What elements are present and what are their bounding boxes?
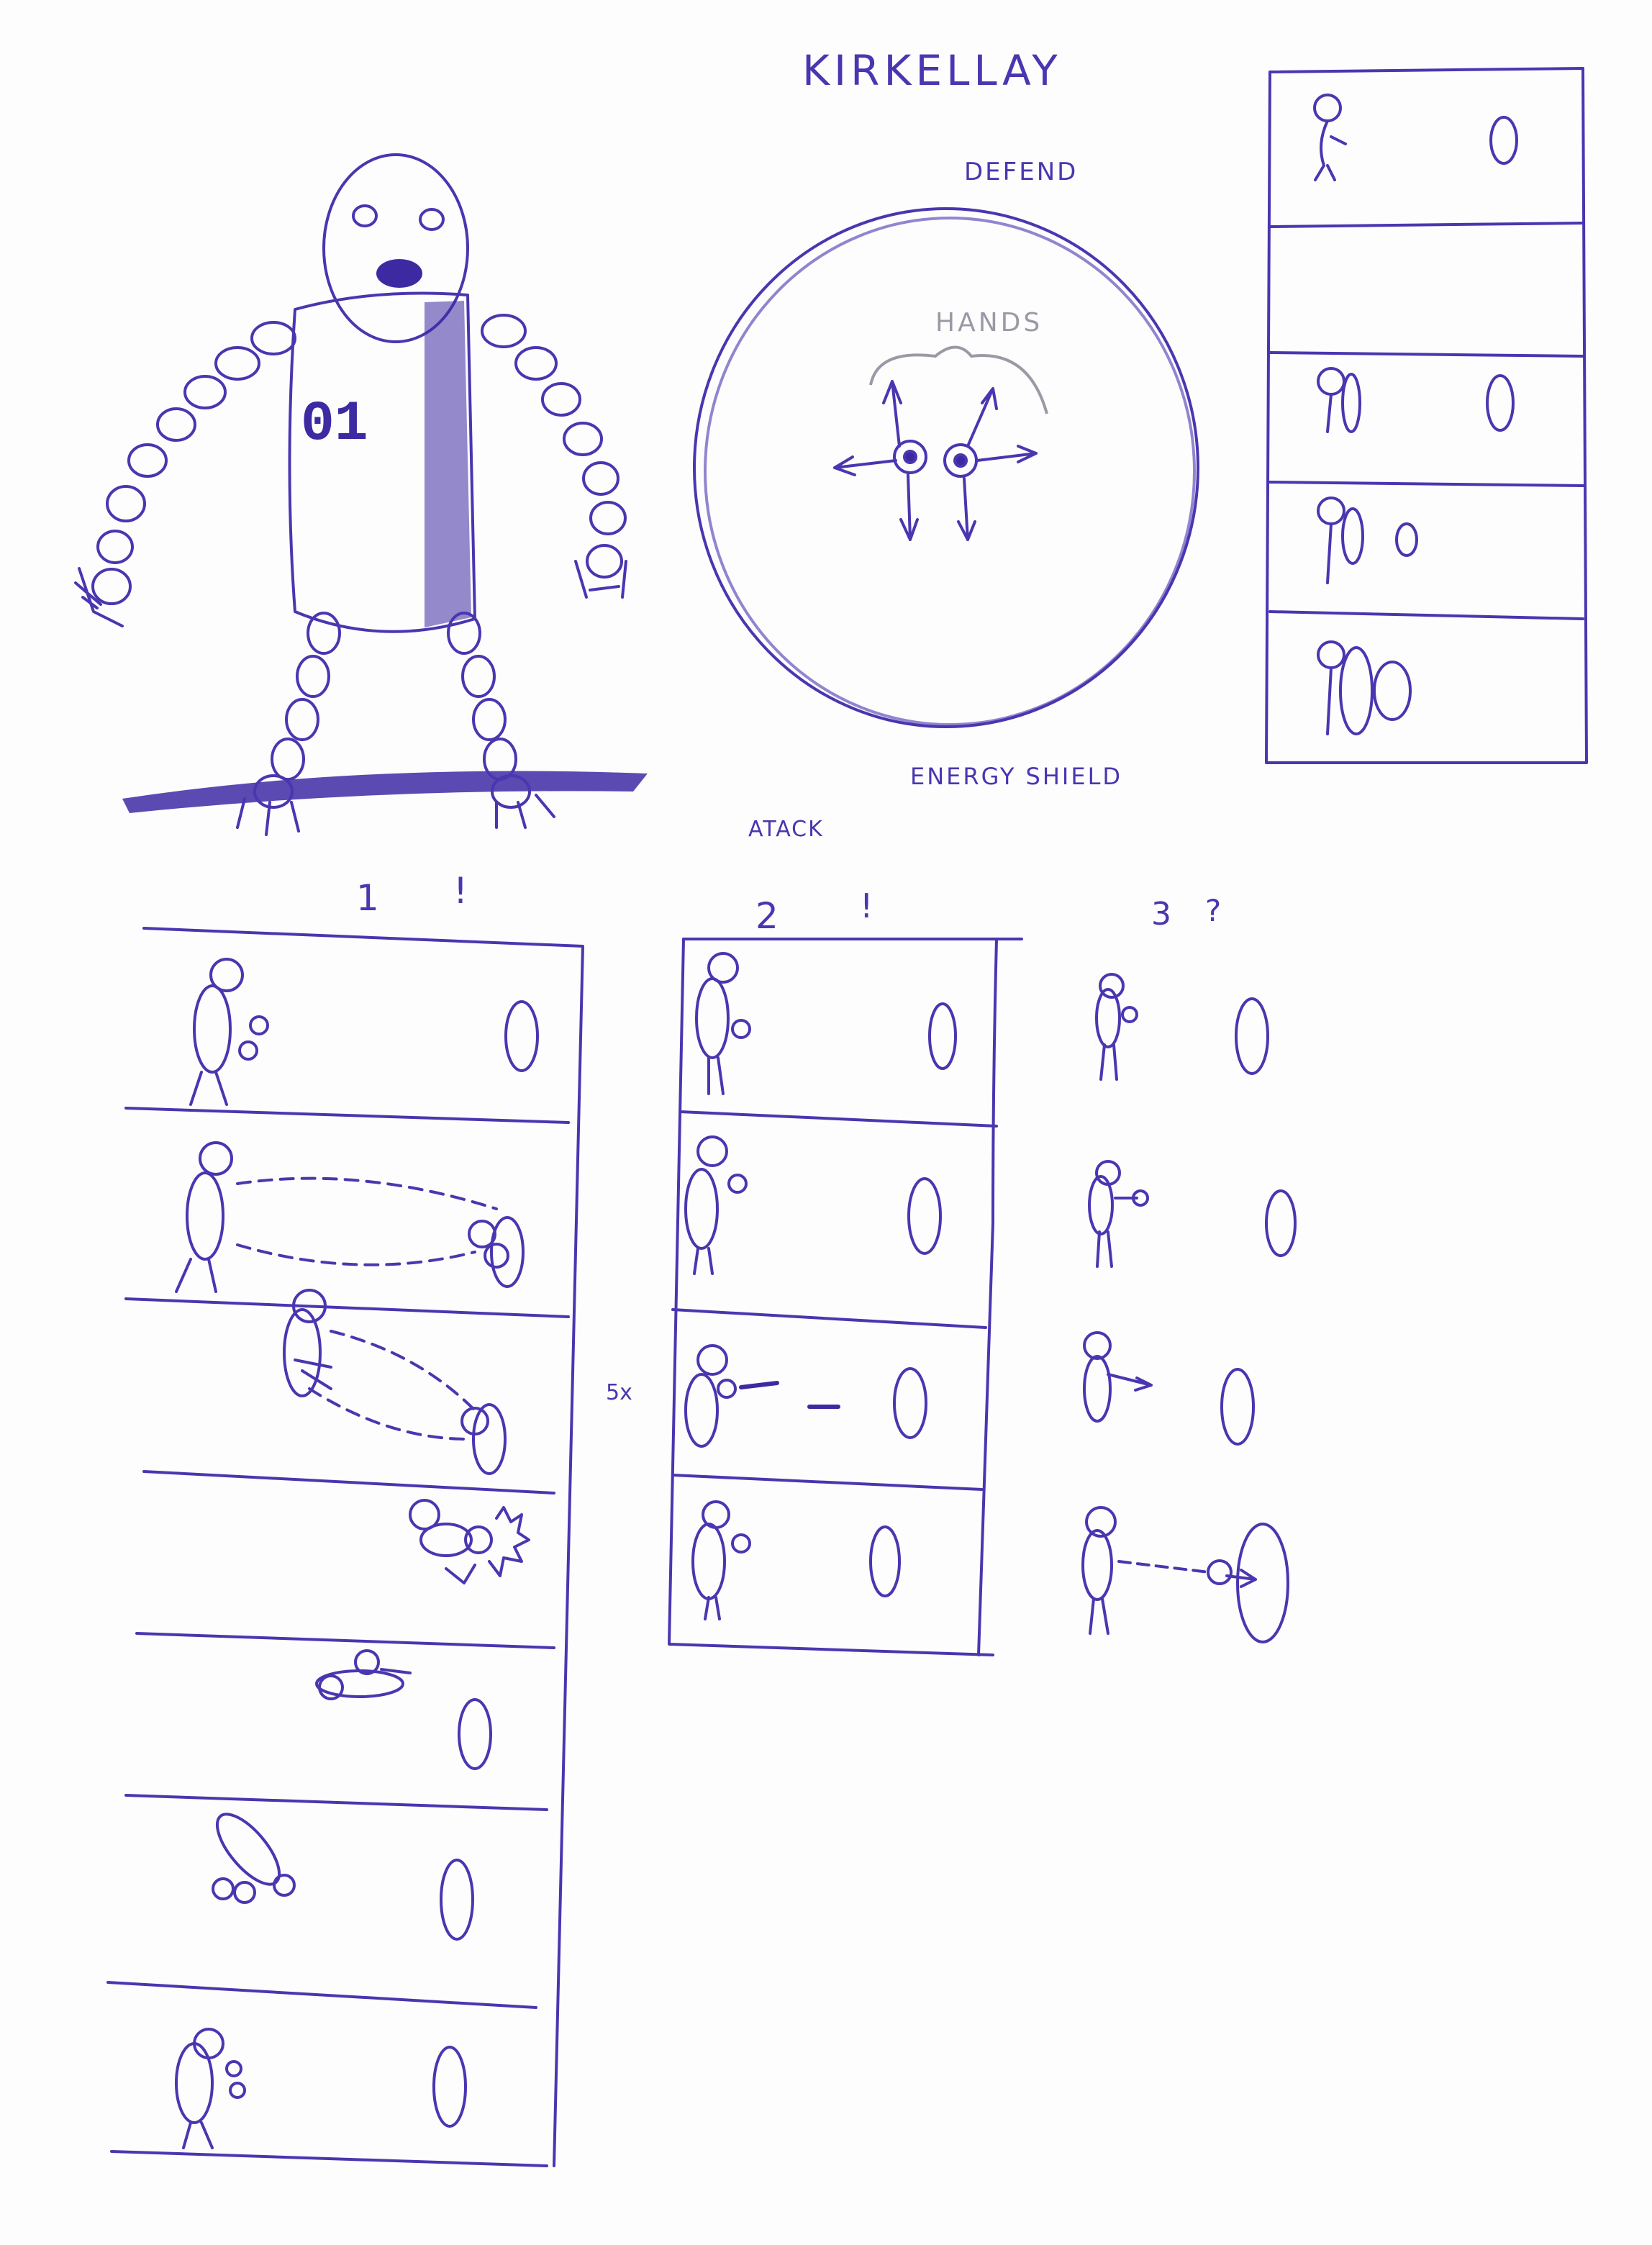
attack-col3-number: 3: [1151, 896, 1171, 933]
repeat-note: 5x: [606, 1380, 632, 1405]
hands-icon: [833, 380, 1038, 541]
attack-col1-number: 1: [356, 877, 379, 919]
attack-storyboard-2: [668, 938, 1023, 1656]
attack-col1-mark: !: [453, 870, 468, 912]
attack-storyboard-1: [106, 927, 584, 2167]
robot-drawing-icon: 01: [74, 153, 648, 836]
energy-shield-circle-icon: [693, 207, 1199, 728]
defend-storyboard: [1265, 67, 1588, 764]
page-title: KIRKELLAY: [802, 46, 1062, 95]
energy-shield-label: ENERGY SHIELD: [910, 763, 1122, 790]
robot-chest-number: 01: [301, 393, 368, 456]
attack-storyboard-3: [1081, 973, 1297, 1643]
hands-brace: [869, 345, 1048, 414]
attack-label: ATACK: [748, 817, 824, 842]
attack-col2-mark: !: [860, 886, 873, 925]
hands-label: HANDS: [935, 308, 1043, 337]
attack-col3-mark: ?: [1205, 893, 1221, 928]
attack-col2-number: 2: [755, 895, 779, 937]
defend-label: DEFEND: [964, 158, 1078, 186]
